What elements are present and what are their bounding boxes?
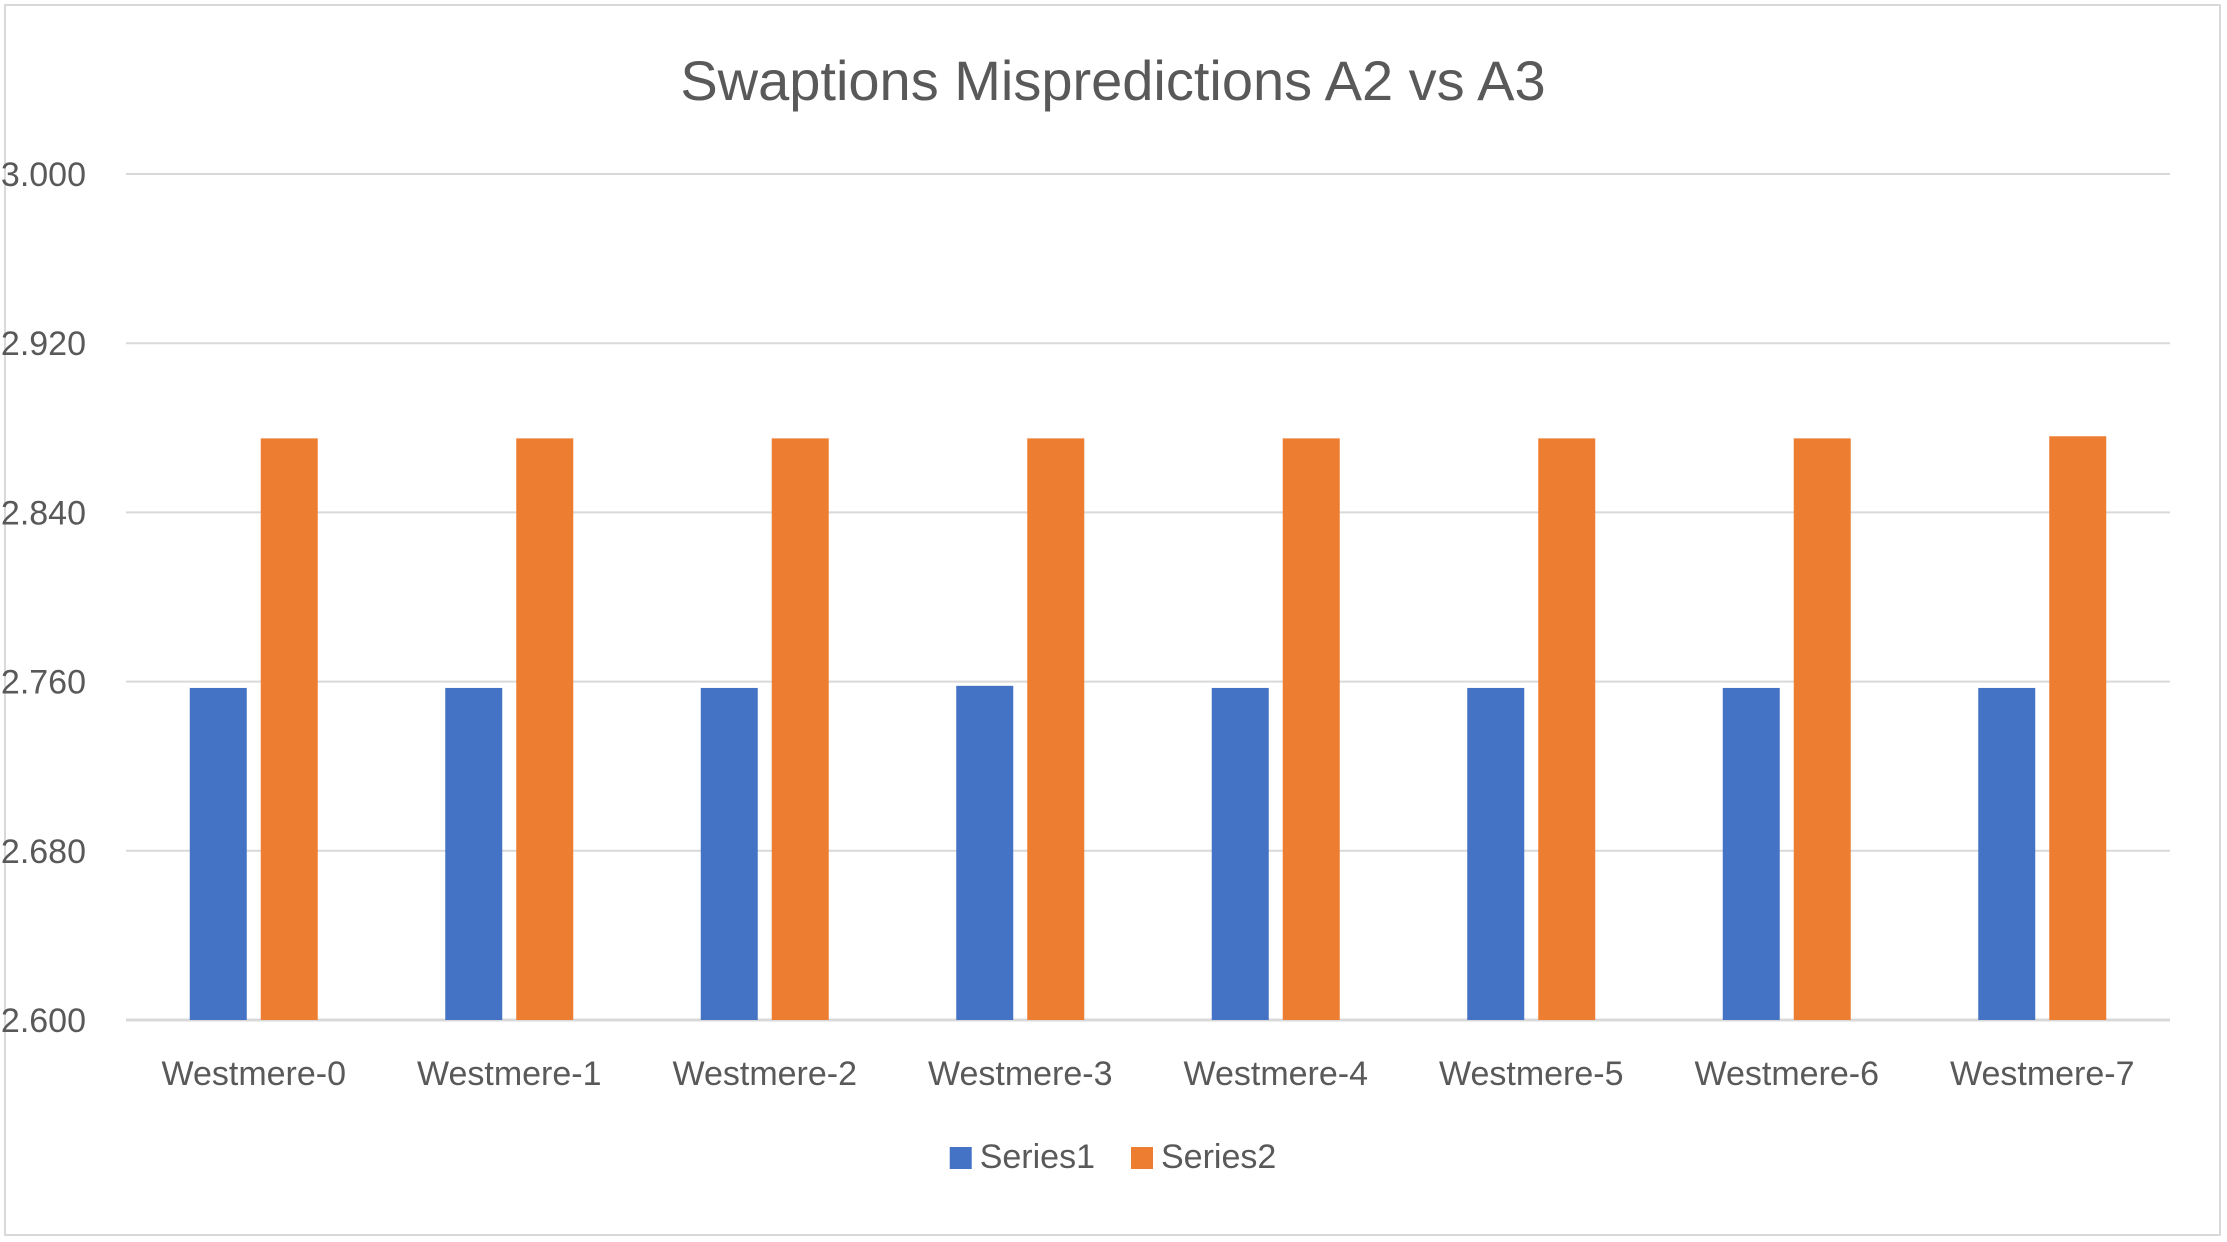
y-tick-label: 3.000 xyxy=(1,156,86,194)
chart-title: Swaptions Mispredictions A2 vs A3 xyxy=(680,49,1545,112)
gridlines xyxy=(126,173,2170,1022)
y-tick-label: 2.600 xyxy=(1,1002,86,1040)
x-tick-label: Westmere-4 xyxy=(1183,1055,1368,1093)
bar-series2-westmere-7 xyxy=(2049,436,2107,1020)
bar-series2-westmere-3 xyxy=(1027,438,1085,1020)
legend-label: Series2 xyxy=(1161,1138,1276,1176)
bar-series1-westmere-0 xyxy=(189,687,247,1020)
legend-item-series1: Series1 xyxy=(949,1138,1095,1176)
bar-series1-westmere-1 xyxy=(445,687,503,1020)
chart-frame xyxy=(4,4,2221,1236)
bar-series1-westmere-3 xyxy=(956,685,1014,1020)
bar-series1-westmere-5 xyxy=(1467,687,1525,1020)
x-tick-label: Westmere-6 xyxy=(1694,1055,1879,1093)
bar-series2-westmere-5 xyxy=(1538,438,1596,1020)
bar-series2-westmere-0 xyxy=(260,438,318,1020)
legend: Series1 Series2 xyxy=(949,1138,1276,1176)
x-tick-label: Westmere-7 xyxy=(1950,1055,2135,1093)
y-tick-label: 2.840 xyxy=(1,494,86,532)
bars xyxy=(189,436,2107,1020)
bar-series1-westmere-4 xyxy=(1211,687,1269,1020)
legend-swatch xyxy=(1131,1147,1153,1169)
y-tick-label: 2.760 xyxy=(1,664,86,702)
x-tick-label: Westmere-1 xyxy=(417,1055,602,1093)
y-axis-tick-labels: 2.600 2.680 2.760 2.840 2.920 3.000 xyxy=(1,156,86,1040)
bar-series2-westmere-2 xyxy=(771,438,829,1020)
bar-series1-westmere-2 xyxy=(700,687,758,1020)
x-tick-label: Westmere-2 xyxy=(672,1055,857,1093)
legend-item-series2: Series2 xyxy=(1131,1138,1276,1176)
legend-label: Series1 xyxy=(980,1138,1095,1176)
bar-series2-westmere-1 xyxy=(516,438,574,1020)
x-tick-label: Westmere-5 xyxy=(1439,1055,1624,1093)
bar-series2-westmere-6 xyxy=(1793,438,1851,1020)
y-tick-label: 2.680 xyxy=(1,833,86,871)
x-tick-label: Westmere-0 xyxy=(161,1055,346,1093)
bar-series1-westmere-7 xyxy=(1978,687,2036,1020)
legend-swatch xyxy=(949,1147,972,1169)
x-axis-tick-labels: Westmere-0 Westmere-1 Westmere-2 Westmere-3… xyxy=(161,1055,2134,1093)
bar-series2-westmere-4 xyxy=(1282,438,1340,1020)
y-tick-label: 2.920 xyxy=(1,325,86,363)
x-tick-label: Westmere-3 xyxy=(928,1055,1113,1093)
bar-series1-westmere-6 xyxy=(1722,687,1780,1020)
